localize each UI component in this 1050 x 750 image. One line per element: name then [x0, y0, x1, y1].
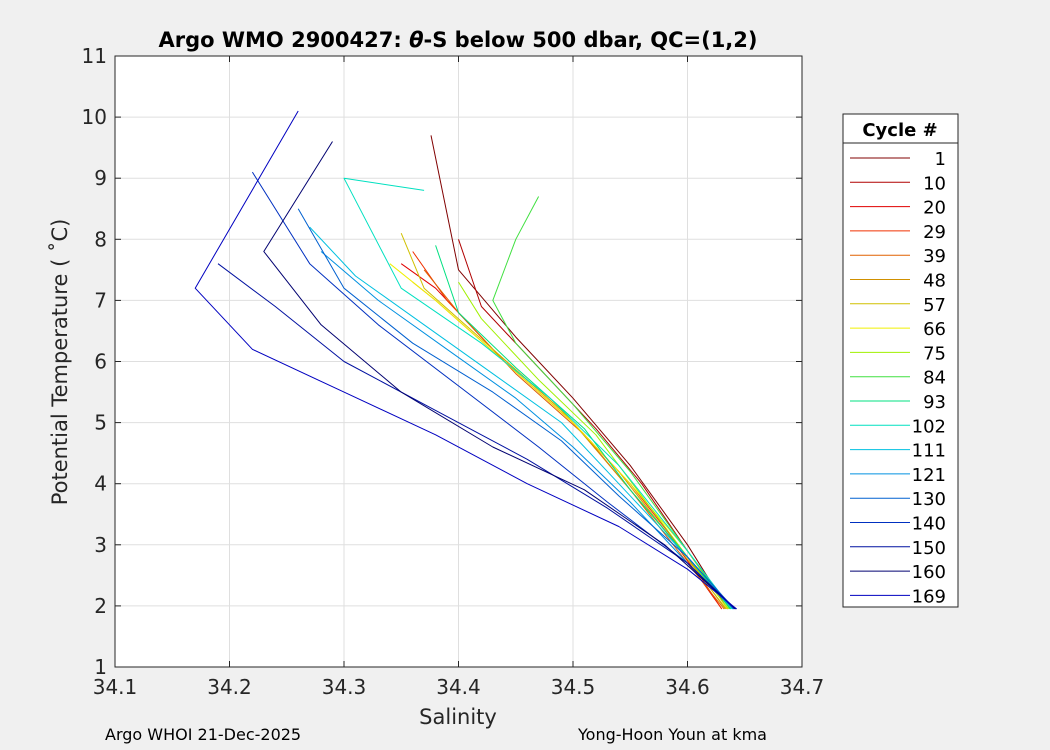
legend-label-cycle-75: 75: [923, 343, 946, 364]
legend-label-cycle-48: 48: [923, 271, 946, 292]
x-tick-label: 34.2: [207, 675, 252, 699]
footer-right-caption: Yong-Hoon Youn at kma: [578, 725, 767, 744]
y-tick-label: 9: [94, 166, 107, 190]
legend-label-cycle-93: 93: [923, 392, 946, 413]
legend-label-cycle-121: 121: [912, 465, 946, 486]
y-tick-label: 1: [94, 655, 107, 679]
series-line-cycle-1: [430, 135, 729, 610]
legend-label-cycle-140: 140: [912, 514, 946, 535]
x-tick-label: 34.1: [93, 675, 138, 699]
series-line-cycle-169: [194, 110, 738, 610]
title-suffix: -S below 500 dbar, QC=(1,2): [424, 28, 758, 52]
series-line-cycle-102: [343, 177, 733, 610]
legend-label-cycle-150: 150: [912, 538, 946, 559]
y-axis-label: Potential Temperature ( ˚C): [48, 219, 72, 506]
x-axis-label: Salinity: [419, 705, 497, 729]
legend-entries: 1 10 20 29 39 48 57 66 75 84 93 102 111 121 130 140 150 1…: [850, 149, 946, 607]
footer-left-caption: Argo WHOI 21-Dec-2025: [105, 725, 302, 744]
y-tick-label: 6: [94, 350, 107, 374]
series-line-cycle-111: [309, 226, 734, 610]
x-tick-label: 34.7: [780, 675, 825, 699]
y-tick-label: 4: [94, 472, 107, 496]
series-line-cycle-130: [297, 208, 735, 610]
x-tick-label: 34.4: [436, 675, 481, 699]
legend-label-cycle-84: 84: [923, 368, 946, 389]
y-tick-label: 7: [94, 288, 107, 312]
x-tick-label: 34.6: [665, 675, 710, 699]
legend-label-cycle-130: 130: [912, 489, 946, 510]
legend-label-cycle-169: 169: [912, 586, 946, 607]
chart-title: Argo WMO 2900427: θ-S below 500 dbar, QC…: [158, 28, 757, 52]
title-prefix: Argo WMO 2900427:: [158, 28, 409, 52]
legend-label-cycle-1: 1: [935, 149, 946, 170]
legend-label-cycle-160: 160: [912, 562, 946, 583]
legend-box: [842, 113, 959, 608]
y-tick-label: 2: [94, 594, 107, 618]
legend-label-cycle-10: 10: [923, 173, 946, 194]
series-layer: [194, 110, 738, 610]
legend-label-cycle-39: 39: [923, 246, 946, 267]
legend-label-cycle-102: 102: [912, 416, 946, 437]
y-tick-label: 10: [82, 105, 107, 129]
legend-label-cycle-20: 20: [923, 198, 946, 219]
legend-label-cycle-66: 66: [923, 319, 946, 340]
series-line-cycle-121: [320, 251, 734, 610]
series-line-cycle-84: [492, 196, 731, 610]
y-tick-label: 3: [94, 533, 107, 557]
y-tick-label: 5: [94, 411, 107, 435]
ticks: 34.1 34.2 34.3 34.4 34.5 34.6 34.7 1 2 3 4 5 6 7 8 9 10 1…: [82, 44, 825, 699]
x-tick-label: 34.5: [551, 675, 596, 699]
series-line-cycle-160: [263, 141, 736, 610]
y-tick-label: 8: [94, 227, 107, 251]
legend-label-cycle-57: 57: [923, 295, 946, 316]
title-theta: θ: [409, 28, 423, 52]
legend: Cycle # 1 10 20 29 39 48 57 66 75 84 93 102 111 121 13…: [842, 113, 959, 608]
x-tick-label: 34.3: [322, 675, 367, 699]
legend-label-cycle-29: 29: [923, 222, 946, 243]
y-tick-label: 11: [82, 44, 107, 68]
legend-label-cycle-111: 111: [912, 441, 946, 462]
legend-title: Cycle #: [862, 120, 937, 141]
